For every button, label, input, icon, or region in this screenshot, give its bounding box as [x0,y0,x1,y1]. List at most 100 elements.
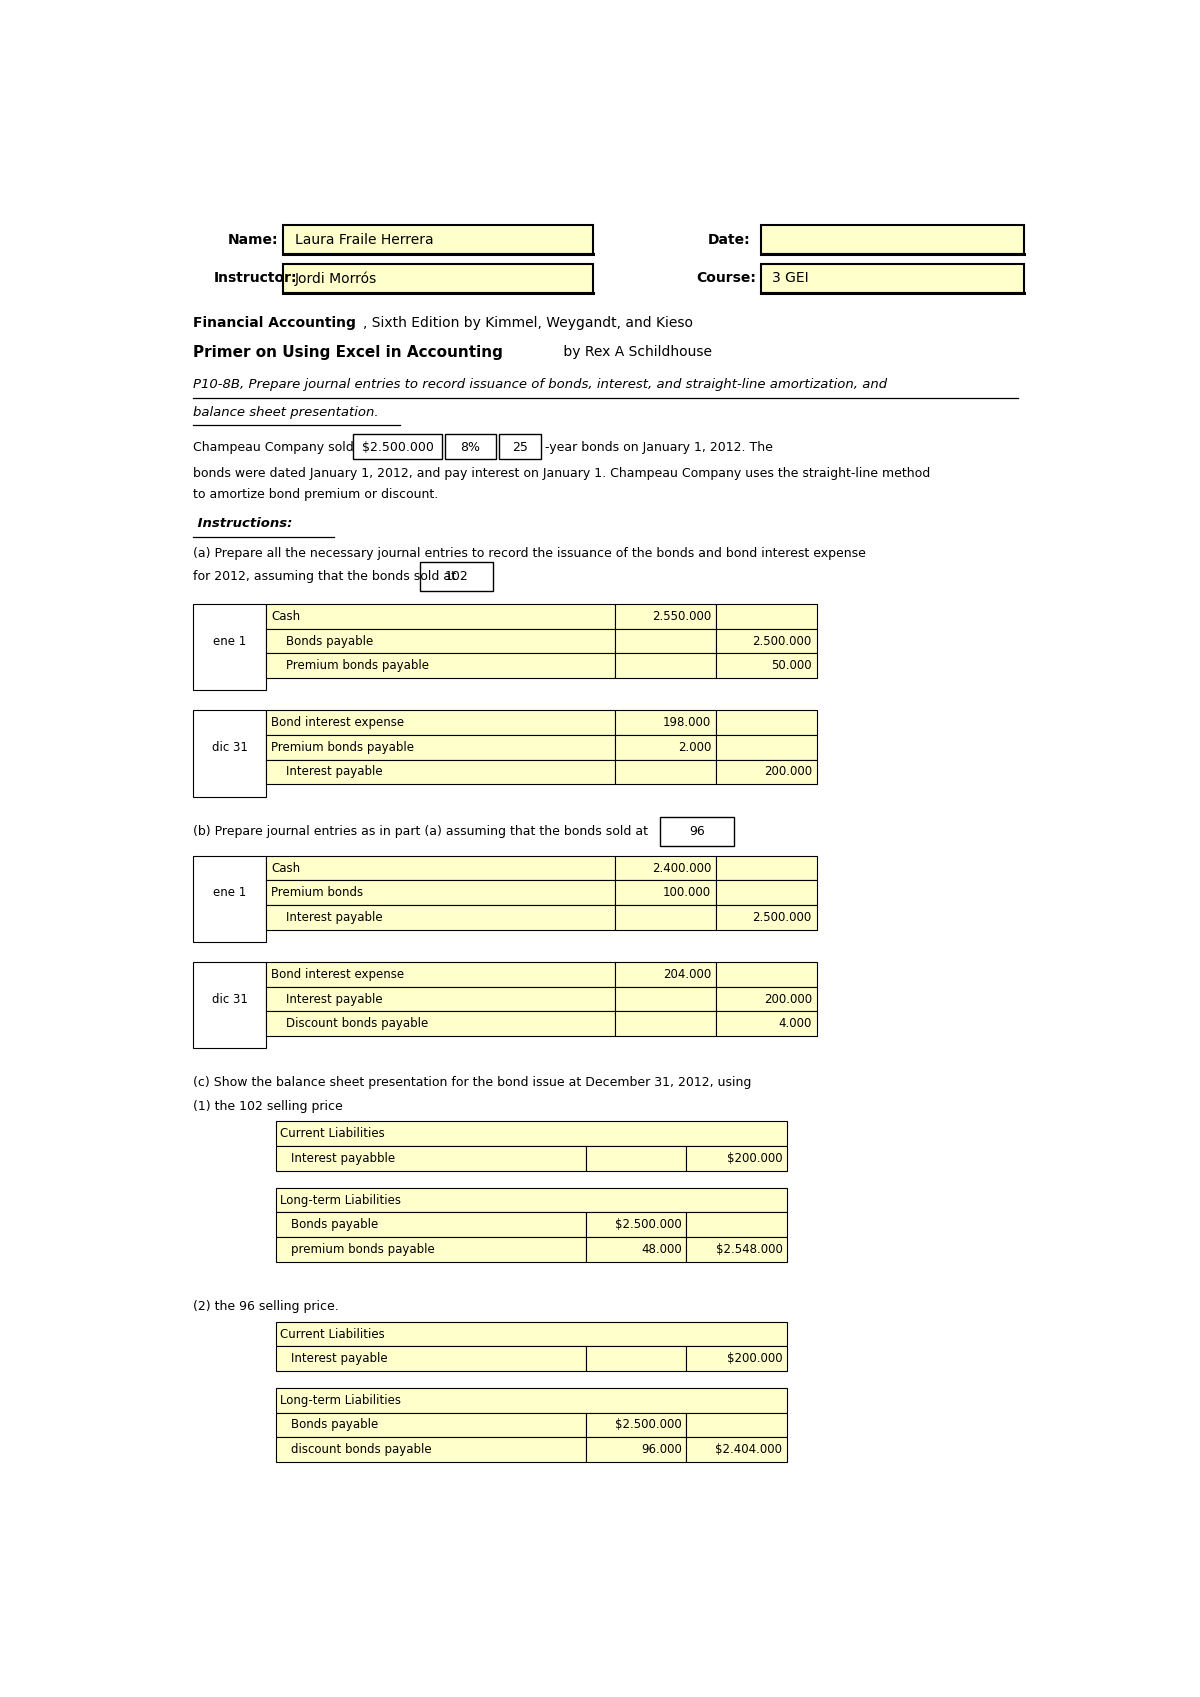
Bar [686,1145,787,1171]
Text: $2.548.000: $2.548.000 [715,1242,782,1256]
Bar [586,1346,686,1371]
Bar [445,434,496,458]
Bar [715,905,816,930]
Text: 50.000: 50.000 [772,658,812,672]
Bar [266,711,616,735]
Bar [266,962,616,986]
Text: 48.000: 48.000 [641,1242,682,1256]
Text: 8%: 8% [461,441,480,455]
Text: Interest payable: Interest payable [292,1353,388,1364]
Bar [616,881,715,905]
Text: Discount bonds payable: Discount bonds payable [286,1017,428,1030]
Text: $2.500.000: $2.500.000 [361,441,433,455]
Text: Premium bonds: Premium bonds [271,886,364,899]
Bar [266,628,616,653]
Bar [266,855,616,881]
Bar [193,604,266,691]
Bar [266,1011,616,1035]
Bar [266,986,616,1011]
Bar [276,1145,586,1171]
Bar [586,1212,686,1237]
Text: Laura Fraile Herrera: Laura Fraile Herrera [295,232,433,246]
Text: (c) Show the balance sheet presentation for the bond issue at December 31, 2012,: (c) Show the balance sheet presentation … [193,1076,751,1089]
Bar [686,1437,787,1461]
Text: Bond interest expense: Bond interest expense [271,716,404,730]
Bar [283,263,593,294]
Bar [276,1122,787,1145]
Text: Cash: Cash [271,862,300,874]
Text: Long-term Liabilities: Long-term Liabilities [281,1393,401,1407]
Text: 2.400.000: 2.400.000 [652,862,712,874]
Text: Interest payable: Interest payable [286,765,383,779]
Text: 2.550.000: 2.550.000 [652,609,712,623]
Text: Financial Accounting: Financial Accounting [193,316,355,329]
Bar [276,1212,586,1237]
Text: 96.000: 96.000 [641,1442,682,1456]
Bar [499,434,541,458]
Bar [276,1346,586,1371]
Text: Premium bonds payable: Premium bonds payable [271,742,414,753]
Text: for 2012, assuming that the bonds sold at: for 2012, assuming that the bonds sold a… [193,570,456,582]
Text: 2.500.000: 2.500.000 [752,635,812,648]
Bar [715,1011,816,1035]
Bar [715,628,816,653]
Bar [283,226,593,255]
Bar [353,434,442,458]
Bar [586,1237,686,1261]
Bar [660,816,733,845]
Text: Date:: Date: [708,232,751,246]
Bar [686,1212,787,1237]
Text: Interest payabble: Interest payabble [292,1152,395,1164]
Text: 200.000: 200.000 [763,765,812,779]
Text: Interest payable: Interest payable [286,911,383,923]
Text: (1) the 102 selling price: (1) the 102 selling price [193,1100,342,1113]
Text: Current Liabilities: Current Liabilities [281,1127,385,1140]
Text: , Sixth Edition by Kimmel, Weygandt, and Kieso: , Sixth Edition by Kimmel, Weygandt, and… [364,316,694,329]
Bar [761,263,1025,294]
Bar [193,962,266,1049]
Bar [761,226,1025,255]
Text: Bond interest expense: Bond interest expense [271,967,404,981]
Bar [266,760,616,784]
Text: dic 31: dic 31 [211,742,247,753]
Bar [686,1346,787,1371]
Text: premium bonds payable: premium bonds payable [292,1242,434,1256]
Bar [586,1437,686,1461]
Text: $2.500.000: $2.500.000 [614,1218,682,1230]
Text: dic 31: dic 31 [211,993,247,1006]
Text: 102: 102 [445,570,468,582]
Bar [266,604,616,628]
Text: 198.000: 198.000 [662,716,712,730]
Text: (a) Prepare all the necessary journal entries to record the issuance of the bond: (a) Prepare all the necessary journal en… [193,546,865,560]
Text: Current Liabilities: Current Liabilities [281,1327,385,1341]
Text: 2.500.000: 2.500.000 [752,911,812,923]
Bar [715,855,816,881]
Bar [266,735,616,760]
Bar [616,760,715,784]
Text: 4.000: 4.000 [779,1017,812,1030]
Bar [616,855,715,881]
Bar [616,735,715,760]
Text: P10-8B, Prepare journal entries to record issuance of bonds, interest, and strai: P10-8B, Prepare journal entries to recor… [193,378,887,390]
Bar [616,653,715,679]
Text: 100.000: 100.000 [662,886,712,899]
Bar [616,1011,715,1035]
Bar [193,711,266,796]
Text: Instructions:: Instructions: [193,518,292,531]
Bar [276,1412,586,1437]
Text: Bonds payable: Bonds payable [286,635,373,648]
Text: Cash: Cash [271,609,300,623]
Bar [686,1412,787,1437]
Bar [276,1322,787,1346]
Text: balance sheet presentation.: balance sheet presentation. [193,406,378,419]
Bar [616,962,715,986]
Text: Premium bonds payable: Premium bonds payable [286,658,428,672]
Text: (b) Prepare journal entries as in part (a) assuming that the bonds sold at: (b) Prepare journal entries as in part (… [193,825,648,838]
Text: Jordi Morrós: Jordi Morrós [295,272,377,285]
Bar [276,1188,787,1212]
Text: Champeau Company sold: Champeau Company sold [193,441,353,455]
Text: Bonds payable: Bonds payable [292,1419,378,1431]
Bar [276,1388,787,1412]
Text: Primer on Using Excel in Accounting: Primer on Using Excel in Accounting [193,344,503,360]
Bar [715,604,816,628]
